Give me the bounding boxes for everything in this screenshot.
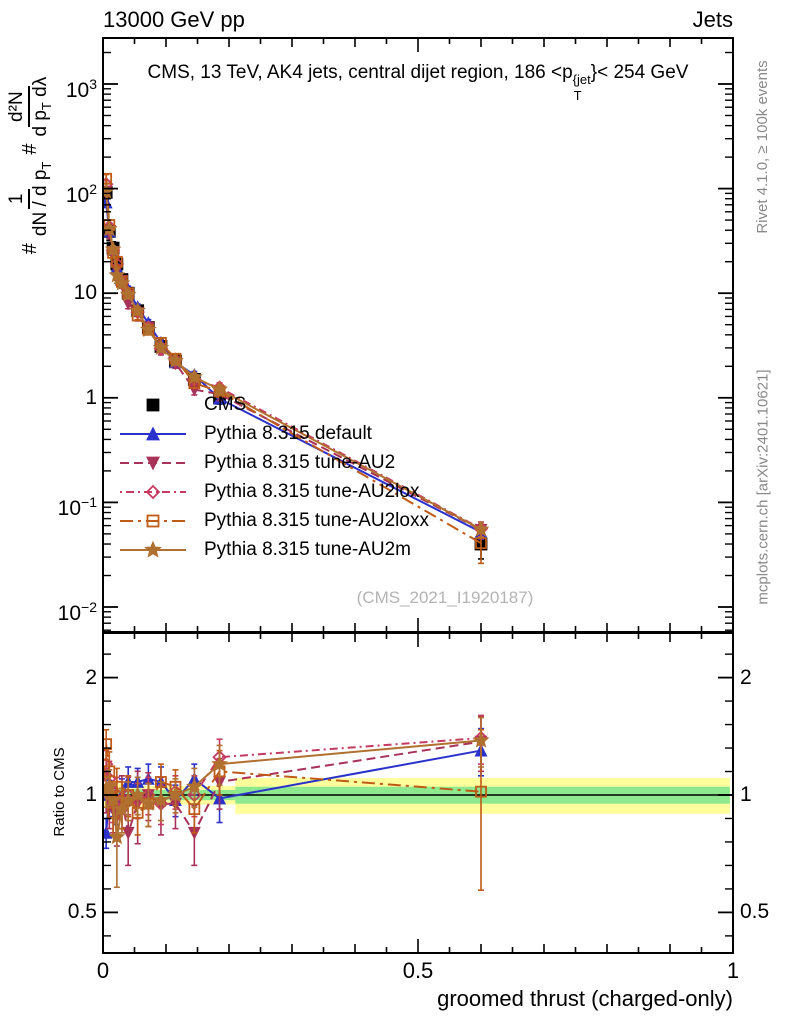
plot-title-sup: {jet [572,72,591,87]
rivet-version-label: Rivet 4.1.0, ≥ 100k events [753,60,771,234]
legend-item: Pythia 8.315 tune-AU2 [118,448,429,477]
hash-symbol: # [18,143,41,155]
data-point-marker [185,777,203,794]
plot-title-pre: CMS, 13 TeV, AK4 jets, central dijet reg… [147,62,573,83]
data-point-marker [119,285,137,302]
data-point-marker [139,794,157,811]
y-axis-label: # 1 dN / d pT # d²N d pT dλ [0,22,62,302]
legend-marker [120,514,186,527]
legend-item: CMS [118,390,429,419]
data-point-marker [167,352,184,369]
legend-label: CMS [204,393,247,415]
legend-item: Pythia 8.315 default [118,419,429,448]
cms-uncertainty-bands [103,778,733,814]
legend-item: Pythia 8.315 tune-AU2m [118,535,429,564]
legend-label: Pythia 8.315 tune-AU2lox [204,480,420,502]
data-point-marker [108,266,126,283]
data-point-marker [146,456,160,471]
data-point-marker [167,786,184,803]
data-point-marker [146,398,160,411]
data-point-marker [145,484,161,499]
legend-marker [120,425,186,440]
main-y-tick-label: 102 [65,180,97,207]
axes-frame [102,37,734,954]
plot-title: CMS, 13 TeV, AK4 jets, central dijet reg… [103,62,733,104]
main-y-tick-label: 103 [65,76,97,102]
legend-label: Pythia 8.315 tune-AU2 [204,451,396,473]
x-tick-label: 0 [96,958,110,983]
model-series-ratio [103,714,489,834]
main-y-tick-label: 1 [85,385,97,409]
x-tick-label: 0.5 [402,958,434,983]
data-point-marker [152,791,170,808]
data-point-marker [146,514,160,527]
data-point-marker [108,828,126,845]
fraction-numerator: 1 [6,188,31,210]
legend-label: Pythia 8.315 default [204,422,372,444]
model-series-ratio [103,716,490,889]
analysis-id-watermark: (CMS_2021_I1920187) [356,588,534,607]
hash-symbol: # [18,243,41,255]
data-point-marker [185,368,203,385]
fraction-numerator: d²N [6,86,31,127]
data-point-marker [113,800,131,817]
main-y-tick-label: 10−1 [57,494,97,521]
plot-title-post: }< 254 GeV [590,62,689,83]
legend-item: Pythia 8.315 tune-AU2lox [118,477,429,506]
data-point-marker [113,274,131,291]
legend-marker [120,540,186,558]
ratio-y-tick-label-right: 1 [740,783,752,806]
x-tick-label: 1 [726,958,740,983]
ratio-y-tick-label: 1 [85,783,97,806]
ratio-y-tick-label-right: 2 [740,665,752,689]
ratio-y-tick-label-right: 0.5 [740,900,770,924]
ratio-y-tick-label: 0.5 [67,900,97,924]
data-point-marker [211,380,228,397]
x-axis-label: groomed thrust (charged-only) [437,986,733,1011]
legend-marker [146,398,160,411]
main-y-tick-label: 10 [73,281,97,305]
data-point-marker [139,320,157,338]
legend-item: Pythia 8.315 tune-AU2loxx [118,506,429,535]
data-point-marker [104,240,122,257]
legend-marker [120,484,186,499]
legend-label: Pythia 8.315 tune-AU2loxx [204,509,429,531]
data-point-marker [119,791,137,808]
beam-energy-label: 13000 GeV pp [103,7,245,32]
mcplots-arxiv-label: mcplots.cern.ch [arXiv:2401.10621] [754,369,771,605]
legend: CMS Pythia 8.315 default Pythia 8.315 tune… [118,390,429,564]
data-point-marker [103,738,113,751]
data-point-marker [475,537,487,550]
plot-title-sub: T [573,88,582,104]
data-point-marker [144,540,162,558]
data-point-marker [129,301,147,318]
data-point-marker [152,339,170,355]
data-point-marker [475,785,487,798]
legend-label: Pythia 8.315 tune-AU2m [204,538,412,560]
data-point-marker [121,826,135,840]
data-point-marker [472,520,490,537]
data-point-marker [103,220,118,237]
plot-title-supsub: {jet T [572,72,591,104]
ratio-y-tick-label: 2 [85,665,97,689]
model-series-main [103,182,490,539]
main-y-tick-label: 10−2 [57,599,97,625]
analysis-group-label: Jets [692,7,733,32]
data-point-marker [129,786,147,803]
legend-marker [120,456,186,471]
data-point-marker [472,731,490,748]
data-point-marker [146,425,160,440]
data-point-marker [211,755,228,772]
